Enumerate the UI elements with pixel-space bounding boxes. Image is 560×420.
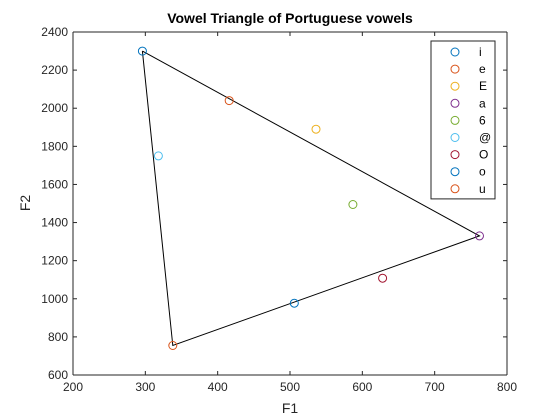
legend-marker-a: [450, 98, 460, 108]
legend-label-o: o: [479, 165, 486, 179]
legend-label-E: E: [479, 79, 487, 93]
y-tick-label: 2200: [41, 63, 68, 77]
y-tick-label: 1400: [41, 216, 68, 230]
data-point-e: [224, 96, 234, 106]
data-point-E: [311, 124, 321, 134]
legend-marker-6: [450, 115, 460, 125]
data-point-a: [475, 231, 484, 241]
legend-marker-u: [450, 184, 460, 194]
y-tick-label: 1000: [41, 292, 68, 306]
legend-label-i: i: [479, 45, 482, 59]
x-tick-label: 800: [497, 380, 517, 394]
legend-label-O: O: [479, 148, 488, 162]
y-tick-label: 800: [48, 330, 68, 344]
triangle-layer: [141, 50, 481, 347]
legend-marker-o: [450, 167, 460, 177]
legend-marker-@: [450, 133, 460, 142]
data-point-i: [137, 46, 147, 56]
y-tick-label: 1200: [41, 254, 68, 268]
legend-marker-O: [450, 150, 460, 160]
ticks-layer: 200 300 400 500 600 700 800 600 800 1000 1200 1400 1…: [41, 25, 517, 394]
y-axis-label: F2: [17, 195, 33, 212]
x-tick-label: 600: [352, 380, 372, 394]
legend-label-a: a: [479, 96, 486, 110]
data-point-O: [378, 273, 388, 283]
x-tick-label: 200: [63, 380, 83, 394]
y-tick-label: 2400: [41, 25, 68, 39]
legend-label-u: u: [479, 182, 486, 196]
vowel-triangle-line: [141, 50, 481, 347]
points-layer: [137, 46, 484, 350]
y-tick-label: 600: [48, 368, 68, 382]
data-point-6: [348, 200, 358, 209]
data-point-@: [153, 151, 163, 161]
legend-label-@: @: [479, 131, 491, 145]
x-tick-label: 700: [425, 380, 445, 394]
x-axis-label: F1: [282, 400, 299, 416]
legend-marker-i: [450, 47, 460, 57]
legend-box: [430, 40, 496, 200]
legend-marker-E: [450, 81, 460, 91]
x-tick-label: 300: [135, 380, 155, 394]
x-tick-label: 400: [208, 380, 228, 394]
y-tick-label: 1600: [41, 177, 68, 191]
y-tick-label: 2000: [41, 101, 68, 115]
legend-label-e: e: [479, 62, 486, 76]
data-point-o: [289, 298, 299, 308]
y-tick-label: 1800: [41, 139, 68, 153]
chart-title: Vowel Triangle of Portuguese vowels: [167, 10, 413, 26]
data-point-u: [168, 341, 178, 350]
legend-label-6: 6: [479, 113, 486, 127]
x-tick-label: 500: [280, 380, 300, 394]
legend-marker-e: [450, 64, 460, 74]
